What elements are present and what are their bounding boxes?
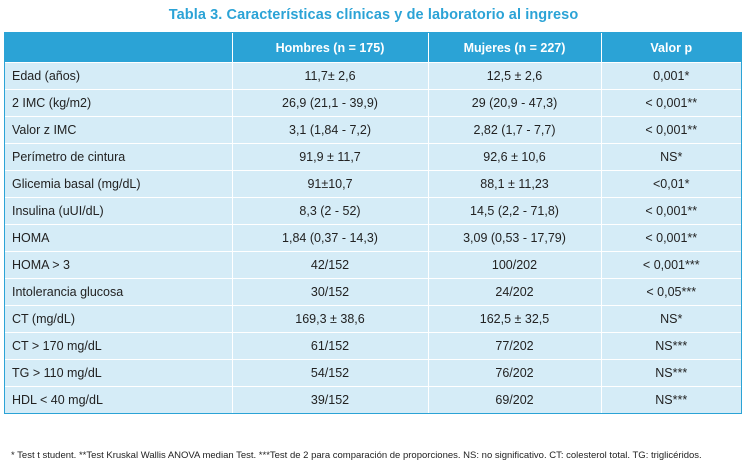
cell-variable: HDL < 40 mg/dL xyxy=(5,386,232,413)
cell-mujeres: 69/202 xyxy=(427,386,601,413)
cell-hombres: 1,84 (0,37 - 14,3) xyxy=(231,224,428,252)
cell-variable: CT > 170 mg/dL xyxy=(5,332,232,360)
cell-mujeres: 3,09 (0,53 - 17,79) xyxy=(427,224,601,252)
table-row: Glicemia basal (mg/dL) 91±10,7 88,1 ± 11,2… xyxy=(5,170,741,198)
cell-valor-p: NS*** xyxy=(600,386,741,413)
table-row: HOMA 1,84 (0,37 - 14,3) 3,09 (0,53 - 17,79… xyxy=(5,224,741,252)
cell-valor-p: NS*** xyxy=(600,359,741,387)
cell-variable: CT (mg/dL) xyxy=(5,305,232,333)
cell-mujeres: 2,82 (1,7 - 7,7) xyxy=(427,116,601,144)
table-row: HDL < 40 mg/dL 39/152 69/202 NS*** xyxy=(5,386,741,413)
cell-variable: Perímetro de cintura xyxy=(5,143,232,171)
header-cell-valor-p: Valor p xyxy=(600,33,741,63)
table-row: Valor z IMC 3,1 (1,84 - 7,2) 2,82 (1,7 - 7… xyxy=(5,116,741,144)
cell-variable: HOMA > 3 xyxy=(5,251,232,279)
header-cell-mujeres: Mujeres (n = 227) xyxy=(427,33,601,63)
cell-mujeres: 77/202 xyxy=(427,332,601,360)
table-row: CT (mg/dL) 169,3 ± 38,6 162,5 ± 32,5 NS* xyxy=(5,305,741,333)
cell-mujeres: 100/202 xyxy=(427,251,601,279)
table-row: Edad (años) 11,7± 2,6 12,5 ± 2,6 0,001* xyxy=(5,62,741,90)
cell-mujeres: 12,5 ± 2,6 xyxy=(427,62,601,90)
cell-mujeres: 162,5 ± 32,5 xyxy=(427,305,601,333)
cell-hombres: 169,3 ± 38,6 xyxy=(231,305,428,333)
table-row: Intolerancia glucosa 30/152 24/202 < 0,05**… xyxy=(5,278,741,306)
cell-variable: HOMA xyxy=(5,224,232,252)
cell-hombres: 42/152 xyxy=(231,251,428,279)
cell-variable: 2 IMC (kg/m2) xyxy=(5,89,232,117)
cell-mujeres: 29 (20,9 - 47,3) xyxy=(427,89,601,117)
cell-variable: Insulina (uUI/dL) xyxy=(5,197,232,225)
header-cell-variable xyxy=(5,33,232,63)
table-row: 2 IMC (kg/m2) 26,9 (21,1 - 39,9) 29 (20,9 … xyxy=(5,89,741,117)
cell-hombres: 11,7± 2,6 xyxy=(231,62,428,90)
cell-hombres: 61/152 xyxy=(231,332,428,360)
cell-valor-p: NS*** xyxy=(600,332,741,360)
cell-valor-p: <0,01* xyxy=(600,170,741,198)
cell-valor-p: 0,001* xyxy=(600,62,741,90)
table-container: Hombres (n = 175) Mujeres (n = 227) Valo… xyxy=(4,32,742,461)
cell-mujeres: 92,6 ± 10,6 xyxy=(427,143,601,171)
cell-hombres: 26,9 (21,1 - 39,9) xyxy=(231,89,428,117)
cell-hombres: 30/152 xyxy=(231,278,428,306)
cell-valor-p: < 0,05*** xyxy=(600,278,741,306)
cell-valor-p: < 0,001** xyxy=(600,224,741,252)
cell-valor-p: < 0,001*** xyxy=(600,251,741,279)
cell-hombres: 39/152 xyxy=(231,386,428,413)
data-table: Hombres (n = 175) Mujeres (n = 227) Valo… xyxy=(5,33,741,413)
cell-variable: Intolerancia glucosa xyxy=(5,278,232,306)
cell-hombres: 8,3 (2 - 52) xyxy=(231,197,428,225)
table-footnote: * Test t student. **Test Kruskal Wallis … xyxy=(11,450,702,461)
cell-variable: Glicemia basal (mg/dL) xyxy=(5,170,232,198)
table-row: TG > 110 mg/dL 54/152 76/202 NS*** xyxy=(5,359,741,387)
cell-hombres: 91±10,7 xyxy=(231,170,428,198)
cell-hombres: 91,9 ± 11,7 xyxy=(231,143,428,171)
cell-valor-p: < 0,001** xyxy=(600,197,741,225)
table-row: Insulina (uUI/dL) 8,3 (2 - 52) 14,5 (2,2 -… xyxy=(5,197,741,225)
table-body: Edad (años) 11,7± 2,6 12,5 ± 2,6 0,001* 2 IM… xyxy=(5,62,741,413)
cell-mujeres: 24/202 xyxy=(427,278,601,306)
table-header-row: Hombres (n = 175) Mujeres (n = 227) Valo… xyxy=(5,33,741,63)
cell-valor-p: < 0,001** xyxy=(600,89,741,117)
cell-mujeres: 14,5 (2,2 - 71,8) xyxy=(427,197,601,225)
table-row: Perímetro de cintura 91,9 ± 11,7 92,6 ± 10… xyxy=(5,143,741,171)
cell-variable: TG > 110 mg/dL xyxy=(5,359,232,387)
cell-hombres: 54/152 xyxy=(231,359,428,387)
cell-valor-p: NS* xyxy=(600,305,741,333)
cell-variable: Edad (años) xyxy=(5,62,232,90)
table-row: CT > 170 mg/dL 61/152 77/202 NS*** xyxy=(5,332,741,360)
cell-hombres: 3,1 (1,84 - 7,2) xyxy=(231,116,428,144)
cell-valor-p: < 0,001** xyxy=(600,116,741,144)
cell-valor-p: NS* xyxy=(600,143,741,171)
table-title: Tabla 3. Características clínicas y de l… xyxy=(168,7,579,23)
header-cell-hombres: Hombres (n = 175) xyxy=(231,33,428,63)
cell-mujeres: 88,1 ± 11,23 xyxy=(427,170,601,198)
cell-variable: Valor z IMC xyxy=(5,116,232,144)
cell-mujeres: 76/202 xyxy=(427,359,601,387)
table-row: HOMA > 3 42/152 100/202 < 0,001*** xyxy=(5,251,741,279)
